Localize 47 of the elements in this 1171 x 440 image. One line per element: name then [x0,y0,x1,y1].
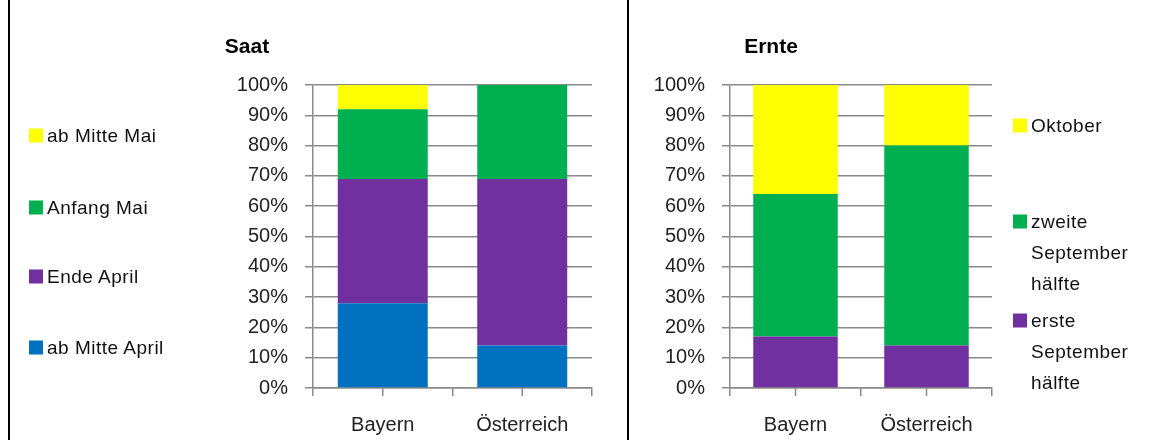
x-tick-label: Österreich [880,412,973,435]
legend-label: Oktober [1031,113,1104,138]
y-tick-label: 100% [653,72,706,95]
bar [884,145,969,346]
y-tick-label: 90% [247,102,289,125]
y-tick-label: 0% [676,375,706,398]
x-tick-label: Bayern [763,412,828,435]
bar [337,109,428,179]
y-tick-label: 70% [664,163,706,186]
y-tick-label: 10% [247,345,289,368]
x-tick-label: Bayern [351,412,415,435]
y-tick-label: 20% [664,314,706,337]
y-tick-label: 50% [664,224,706,247]
y-tick-label: 10% [664,345,706,368]
chart-title: Ernte [744,34,798,58]
y-tick-label: 100% [236,72,289,95]
y-tick-label: 40% [247,254,289,277]
bar [753,85,838,195]
y-tick-label: 60% [247,193,289,216]
bar [477,345,568,388]
bar [884,85,969,146]
chart-title: Saat [224,34,270,58]
y-tick-label: 80% [247,133,289,156]
legend-label: Ende April [47,264,139,289]
y-tick-label: 30% [664,284,706,307]
bar [477,85,568,179]
bar [884,345,969,388]
y-tick-label: 70% [247,163,289,186]
y-tick-label: 40% [664,254,706,277]
x-tick-label: Österreich [476,412,569,435]
y-tick-label: 80% [664,133,706,156]
y-tick-label: 0% [259,375,289,398]
legend-label: ab Mitte Mai [47,123,157,148]
bar [337,85,428,110]
legend-label: erste September hälfte [1031,308,1130,395]
bar [337,178,428,304]
y-tick-label: 30% [247,284,289,307]
bar [753,336,838,388]
legend-label: Anfang Mai [47,195,149,220]
y-tick-label: 50% [247,224,289,247]
bar [337,303,428,388]
y-tick-label: 60% [664,193,706,216]
bar [477,178,568,346]
y-tick-label: 20% [247,314,289,337]
legend-label: ab Mitte April [47,335,164,360]
bar [753,194,838,337]
y-tick-label: 90% [664,102,706,125]
